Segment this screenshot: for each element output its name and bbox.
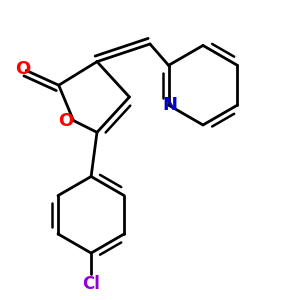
Text: O: O [15, 60, 30, 78]
Text: Cl: Cl [82, 275, 100, 293]
Text: O: O [58, 112, 74, 130]
Text: N: N [163, 96, 178, 114]
